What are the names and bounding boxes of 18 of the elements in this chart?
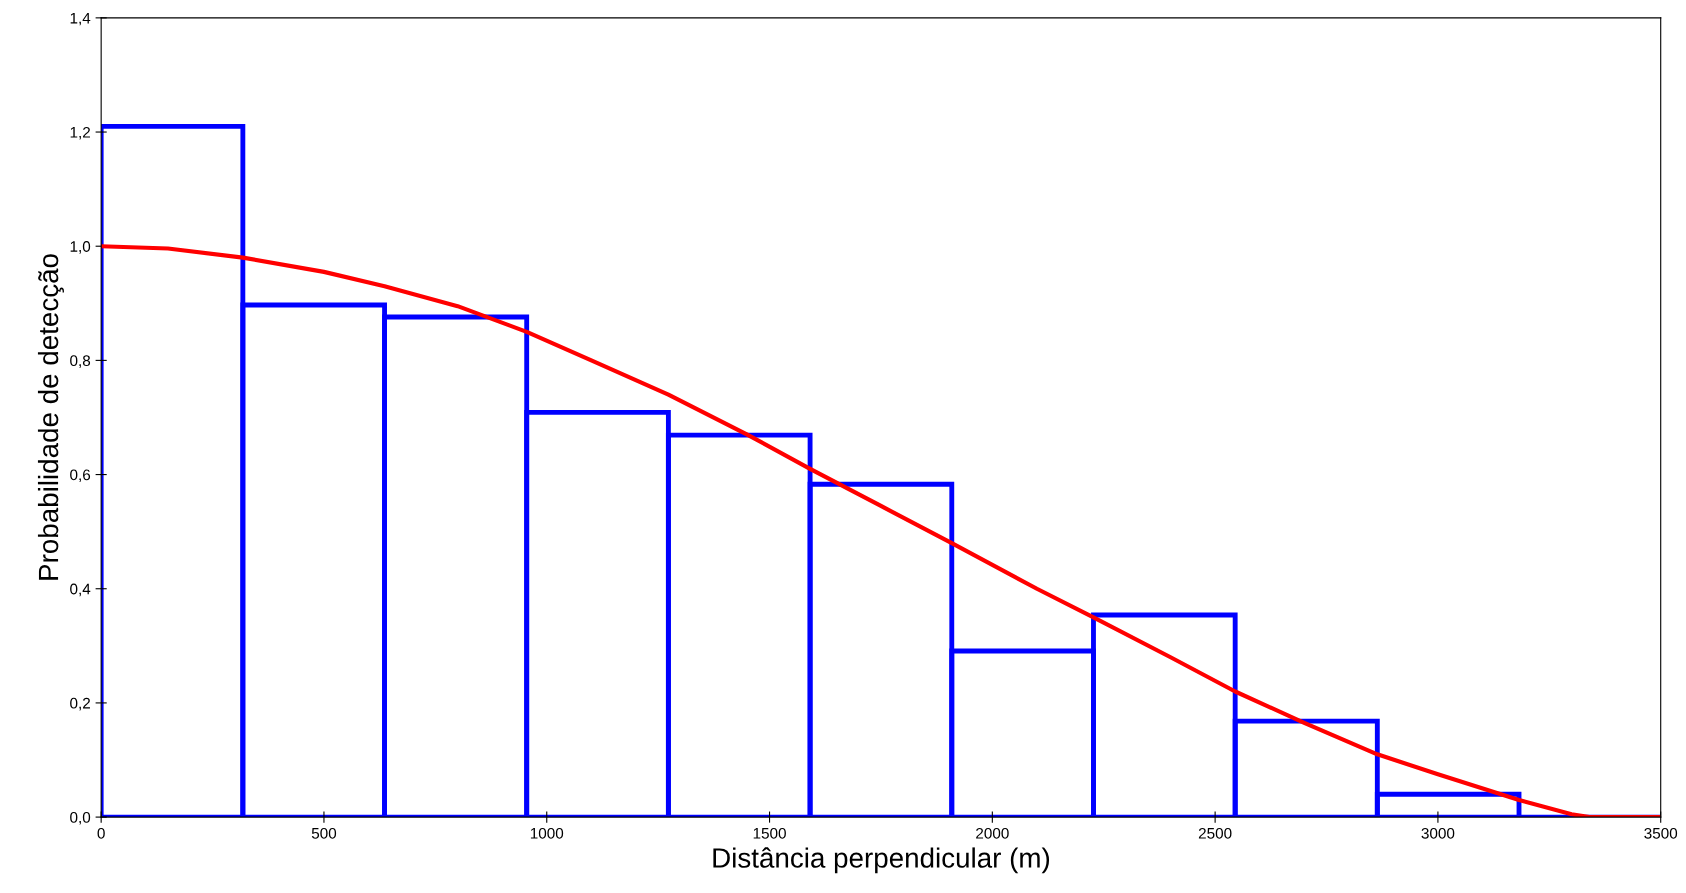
x-tick-label: 500 bbox=[311, 827, 337, 839]
y-tick-label: 0,2 bbox=[70, 697, 90, 711]
y-axis-title: Probabilidade de detecção bbox=[37, 254, 64, 580]
y-tick-label: 0,0 bbox=[70, 811, 91, 825]
y-tick-label: 1,4 bbox=[70, 12, 91, 26]
x-tick-label: 2000 bbox=[976, 827, 1009, 839]
y-tick-label: 0,8 bbox=[70, 355, 91, 368]
x-tick-label: 2500 bbox=[1198, 827, 1232, 839]
x-tick-label: 3500 bbox=[1644, 827, 1678, 839]
x-tick-label: 0 bbox=[97, 827, 105, 839]
x-axis-title: Distância perpendicular (m) bbox=[713, 847, 1050, 874]
x-tick-label: 1000 bbox=[530, 827, 564, 839]
y-tick-label: 0,4 bbox=[70, 583, 91, 597]
x-tick-label: 3000 bbox=[1421, 827, 1455, 839]
y-tick-label: 1,2 bbox=[70, 126, 90, 140]
y-tick-label: 1,0 bbox=[70, 241, 91, 254]
x-tick-label: 1500 bbox=[753, 827, 786, 839]
y-tick-label: 0,6 bbox=[70, 469, 91, 483]
